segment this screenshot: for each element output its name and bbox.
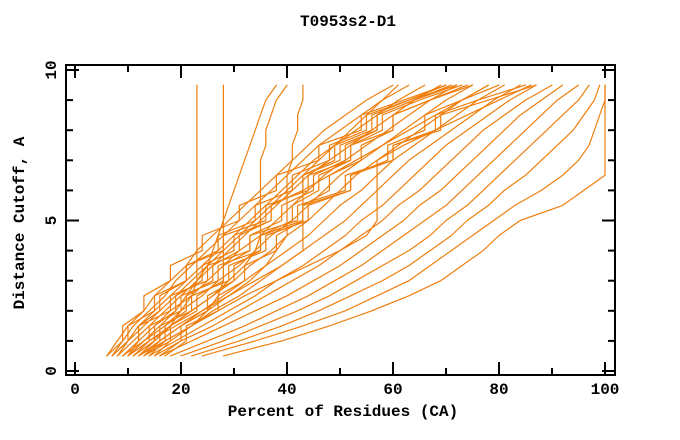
y-tick-label: 10 [43,60,61,79]
x-tick-label: 40 [277,381,296,399]
x-tick-label: 100 [591,381,620,399]
gdt-curve [159,84,564,357]
x-tick-label: 20 [171,381,190,399]
gdt-curve [111,84,399,357]
gdt-curve [106,84,410,357]
x-tick-label: 80 [489,381,508,399]
gdt-curve [138,84,532,357]
x-tick-label: 60 [383,381,402,399]
gdt-curve [122,84,537,357]
plot-frame [65,64,616,376]
y-tick-label: 0 [43,366,61,376]
gdt-curve [122,84,277,357]
gdt-curve [111,84,447,357]
gdt-curve [201,84,606,357]
x-tick-label: 0 [70,381,80,399]
gdt-curve [169,84,580,357]
gdt-curve [132,84,198,357]
gdt-curve [153,84,553,357]
y-tick-label: 5 [43,216,61,226]
gdt-curve [127,84,489,357]
x-axis-label: Percent of Residues (CA) [227,403,459,421]
chart-title: T0953s2-D1 [299,13,396,31]
gdt-curve [143,84,521,357]
gdt-curve [180,84,590,357]
gdt-curve [127,84,288,357]
gdt-curve [222,84,606,357]
gdt-curve [153,84,458,357]
gdt-curve [148,84,447,357]
gdt-curve [138,84,304,357]
gdt-curve [148,84,537,357]
gdt-curve [191,84,601,357]
